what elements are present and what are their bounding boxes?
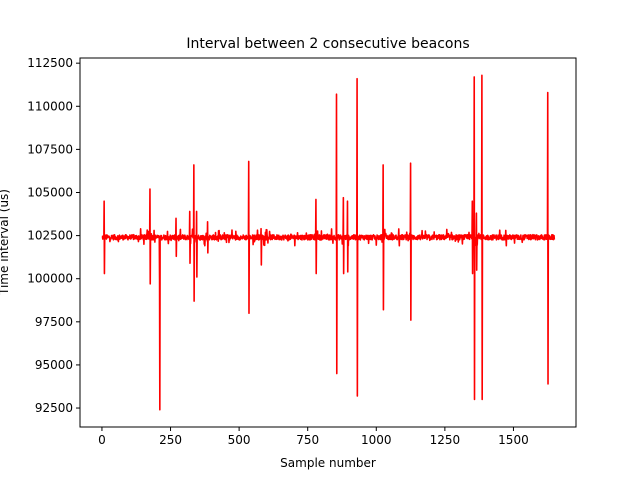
chart-title: Interval between 2 consecutive beacons xyxy=(186,36,469,52)
y-tick-label: 102500 xyxy=(27,229,73,243)
x-tick-label: 500 xyxy=(228,433,251,447)
y-tick-label: 107500 xyxy=(27,142,73,156)
y-tick-label: 105000 xyxy=(27,185,73,199)
plot-frame xyxy=(79,57,577,428)
series-layer xyxy=(101,74,556,411)
y-tick-label: 110000 xyxy=(27,99,73,113)
x-tick-label: 0 xyxy=(98,433,106,447)
x-tick-label: 1500 xyxy=(498,433,529,447)
y-axis-label: Time interval (us) xyxy=(0,189,11,296)
series-line xyxy=(101,74,556,411)
x-tick-label: 1250 xyxy=(430,433,461,447)
y-tick-label: 97500 xyxy=(35,315,73,329)
x-tick-label: 250 xyxy=(159,433,182,447)
y-tick-label: 112500 xyxy=(27,56,73,70)
y-tick-label: 100000 xyxy=(27,272,73,286)
y-tick-label: 92500 xyxy=(35,401,73,415)
x-tick-label: 1000 xyxy=(361,433,392,447)
y-tick-label: 95000 xyxy=(35,358,73,372)
x-axis: 0 250 500 750 1000 1250 1500 xyxy=(98,427,529,447)
y-axis: 92500 95000 97500 100000 102500 105000 107500 1… xyxy=(27,56,80,415)
x-axis-label: Sample number xyxy=(280,456,376,470)
x-tick-label: 750 xyxy=(296,433,319,447)
